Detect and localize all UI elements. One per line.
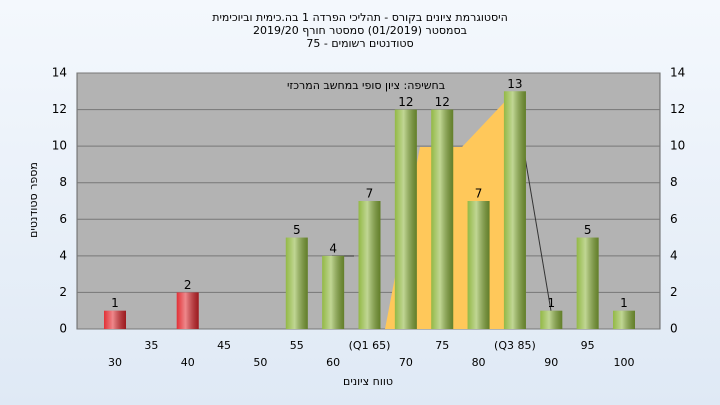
y2-tick-label: 4	[670, 248, 678, 262]
chart-title: היסטוגרמת ציונים בקורס - תהליכי הפרדה 1 …	[212, 11, 508, 24]
y2-tick-label: 6	[670, 212, 678, 226]
y-tick-label: 0	[59, 322, 67, 336]
bar-shade	[285, 237, 308, 329]
data-label: 1	[111, 296, 119, 310]
data-label: 12	[398, 95, 413, 109]
y-tick-label: 12	[52, 102, 67, 116]
x-tick-label: 40	[181, 356, 195, 369]
data-label: 7	[475, 187, 483, 201]
x-tick-label: 70	[399, 356, 413, 369]
y2-tick-label: 14	[670, 66, 685, 80]
chart-subtitle: בסמסטר (01/2019) סמסטר חורף 2019/20	[253, 24, 467, 37]
y-tick-label: 8	[59, 175, 67, 189]
x-tick-label: 55	[290, 339, 304, 352]
data-label: 5	[584, 223, 592, 237]
x-tick-label: (Q1 65)	[349, 339, 391, 352]
x-axis-label: טווח ציונים	[343, 375, 393, 388]
data-label: 12	[435, 95, 450, 109]
data-label: 5	[293, 223, 301, 237]
data-label: 7	[366, 187, 374, 201]
y2-tick-label: 8	[670, 175, 678, 189]
x-tick-label: 80	[472, 356, 486, 369]
bar-shade	[467, 201, 490, 329]
x-tick-label: 50	[253, 356, 267, 369]
y2-tick-label: 0	[670, 322, 678, 336]
x-tick-label: 100	[614, 356, 635, 369]
bar-shade	[394, 109, 417, 329]
bar-shade	[358, 201, 381, 329]
y-axis-label: מספר סטודנטים	[27, 162, 40, 238]
y2-tick-label: 2	[670, 285, 678, 299]
bar-shade	[576, 237, 599, 329]
bar-shade	[322, 255, 345, 329]
y-tick-label: 4	[59, 248, 67, 262]
bar-shade	[540, 310, 563, 329]
y2-tick-label: 12	[670, 102, 685, 116]
bar-shade	[176, 292, 199, 329]
bar-shade	[431, 109, 454, 329]
x-tick-label: 90	[544, 356, 558, 369]
data-label: 1	[547, 296, 555, 310]
y2-tick-label: 10	[670, 139, 685, 153]
data-label: 4	[329, 241, 337, 255]
y-tick-label: 2	[59, 285, 67, 299]
bar-shade	[104, 310, 126, 329]
x-tick-label: 35	[144, 339, 158, 352]
x-tick-label: 45	[217, 339, 231, 352]
chart-subtitle: סטודנטים רשומים - 75	[306, 37, 413, 50]
x-tick-label: 30	[108, 356, 122, 369]
y-tick-label: 14	[52, 66, 67, 80]
x-tick-label: 75	[435, 339, 449, 352]
y-tick-label: 10	[52, 139, 67, 153]
x-tick-label: 95	[581, 339, 595, 352]
bar-shade	[503, 91, 526, 330]
y-tick-label: 6	[59, 212, 67, 226]
x-tick-label: 60	[326, 356, 340, 369]
data-label: 2	[184, 278, 192, 292]
data-label: 13	[507, 77, 522, 91]
data-label: 1	[620, 296, 628, 310]
x-tick-label: (Q3 85)	[494, 339, 536, 352]
annotation: בחשיפה: ציון סופי במחשב המרכזי	[287, 79, 445, 92]
bar-shade	[613, 310, 635, 329]
